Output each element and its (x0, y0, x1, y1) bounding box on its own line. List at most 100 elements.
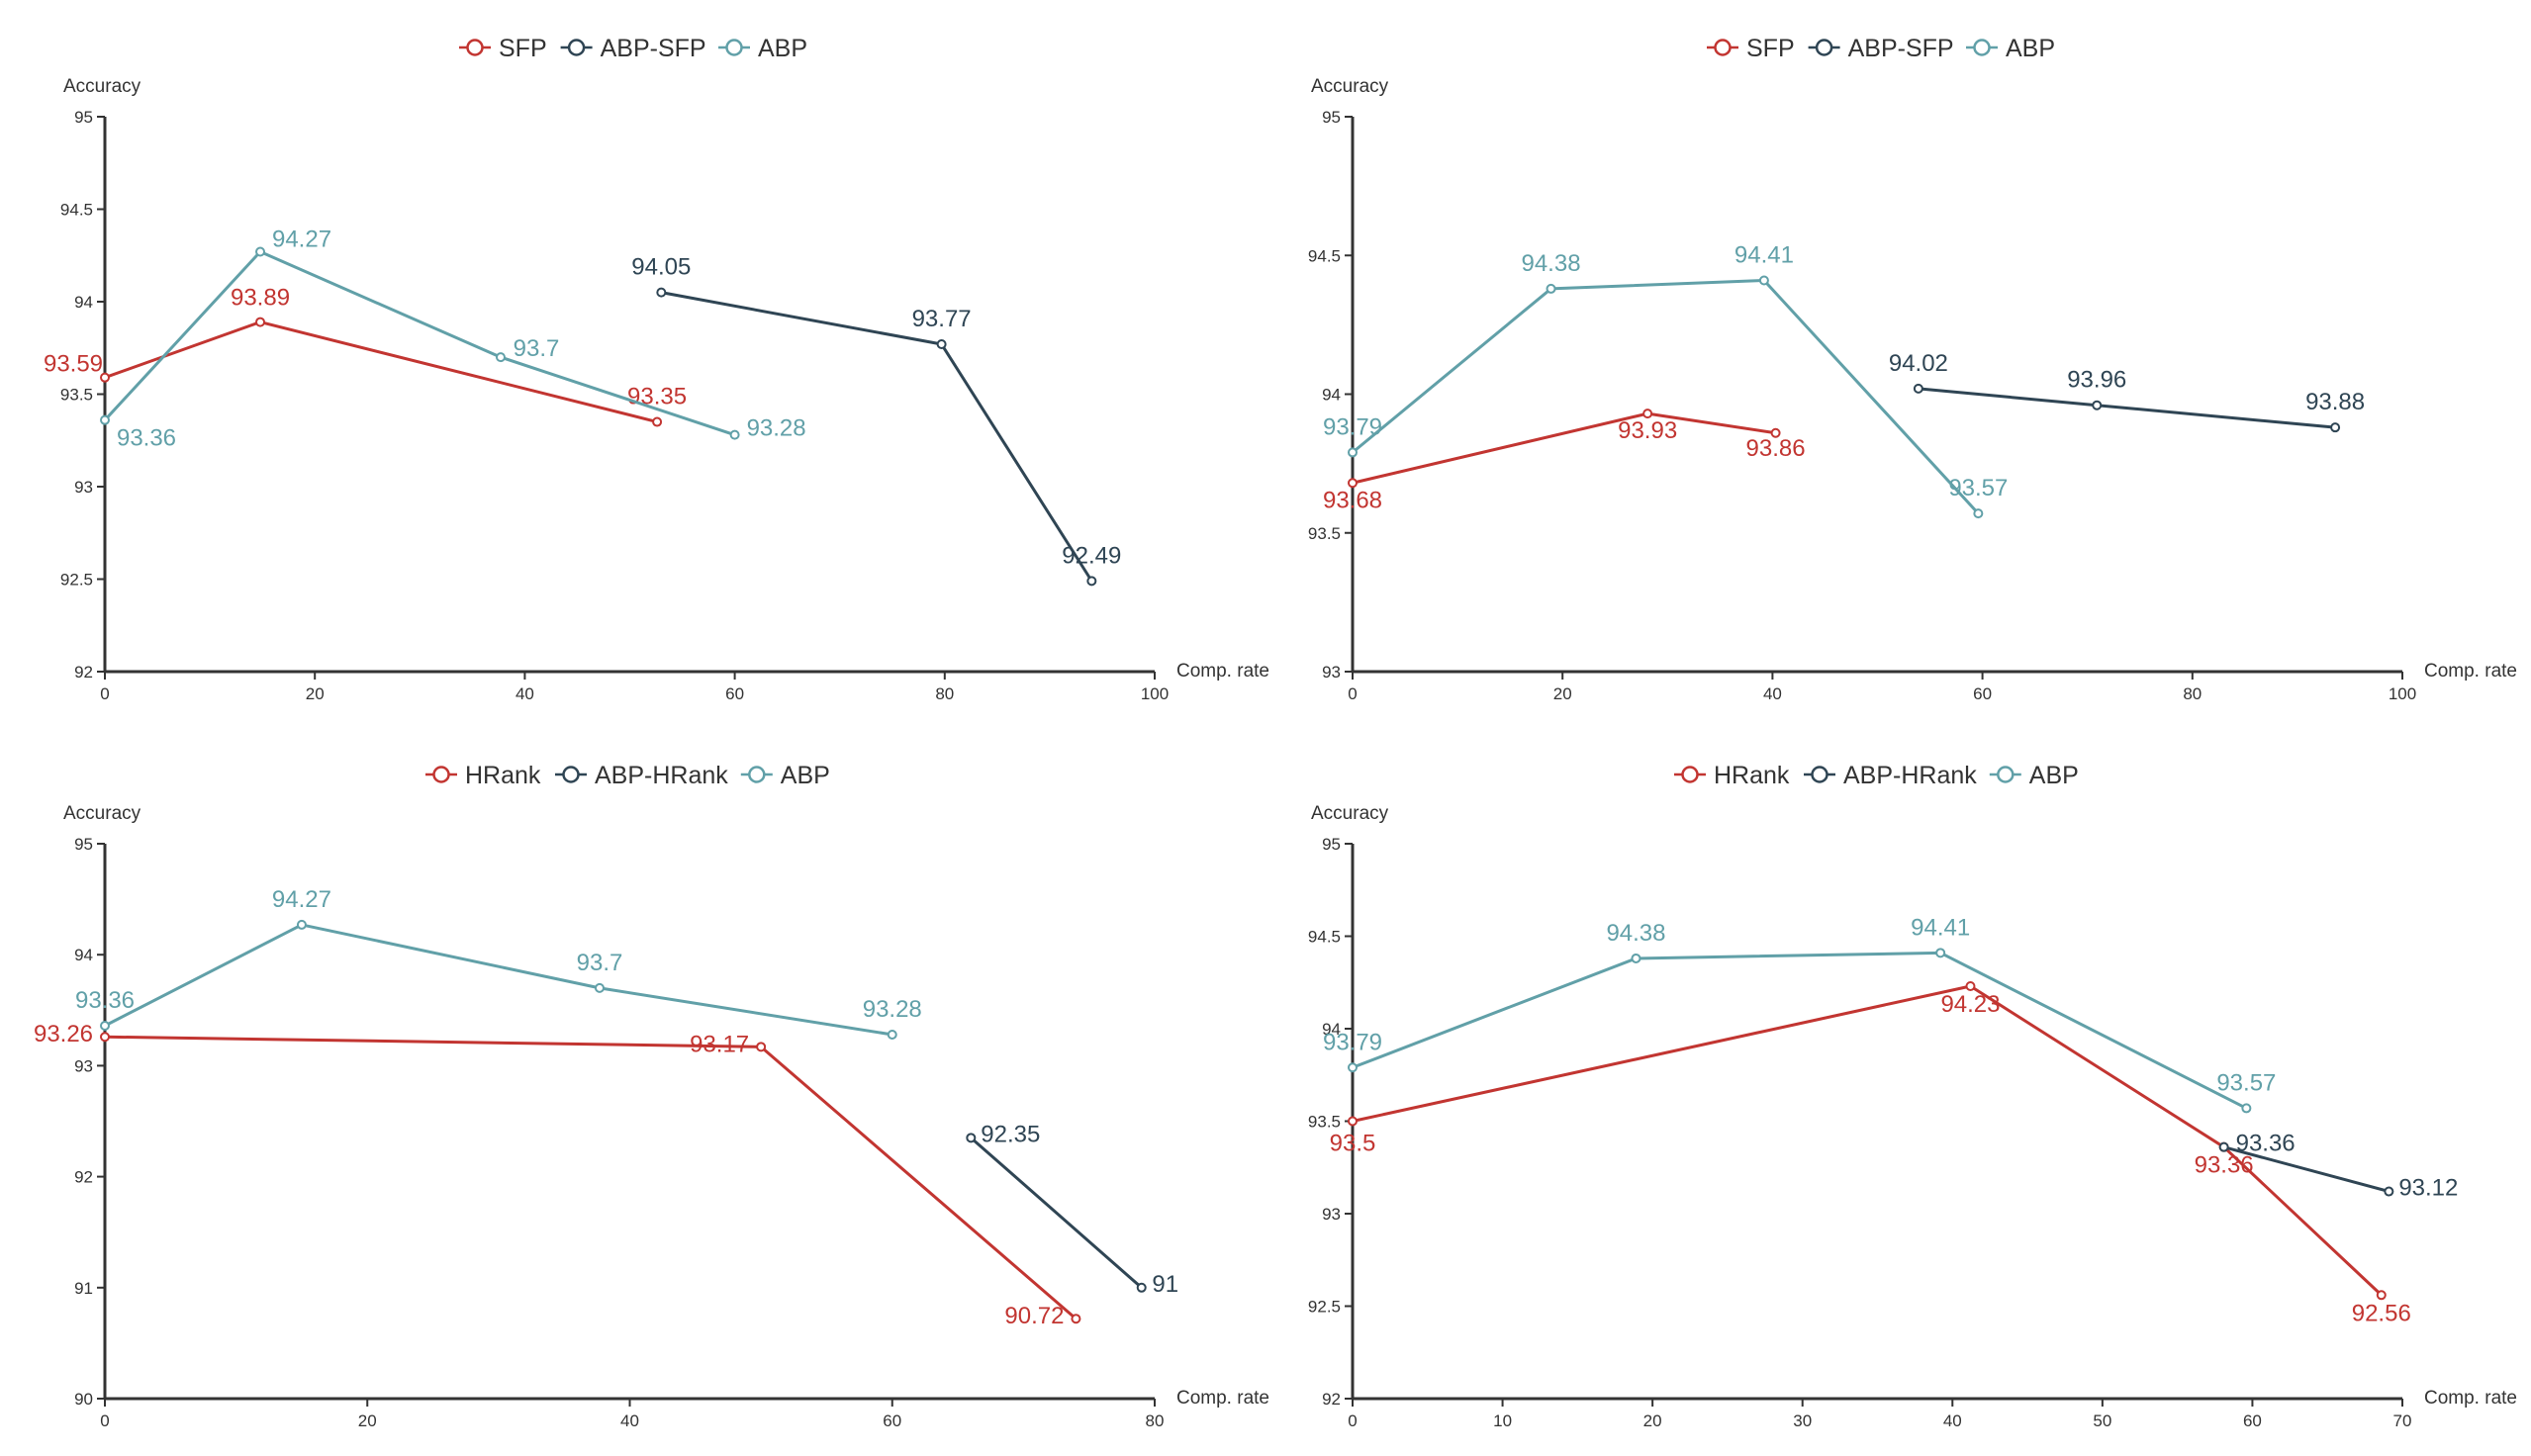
data-point[interactable] (1348, 478, 1358, 489)
data-label: 93.12 (2398, 1175, 2458, 1202)
data-point[interactable] (2376, 1290, 2387, 1301)
legend[interactable]: SFP ABP-SFP ABP (459, 35, 807, 62)
x-tick-label: 40 (1943, 1411, 1962, 1430)
x-tick-label: 60 (883, 1411, 901, 1430)
data-label: 93.79 (1323, 413, 1382, 440)
data-point[interactable] (495, 352, 506, 363)
data-point[interactable] (2218, 1141, 2229, 1152)
data-label: 93.28 (863, 996, 922, 1023)
legend-item[interactable]: ABP (740, 762, 830, 789)
data-label: 93.17 (690, 1031, 749, 1057)
data-label: 94.23 (1940, 991, 2000, 1018)
legend-item[interactable]: ABP-SFP (1808, 35, 1954, 62)
series-hrank: 93.26 93.17 90.72 (34, 1021, 1081, 1329)
data-label: 91 (1152, 1271, 1178, 1298)
data-point[interactable] (652, 416, 663, 427)
data-point[interactable] (729, 429, 740, 440)
x-tick-label: 60 (2243, 1411, 2262, 1430)
data-point[interactable] (1770, 427, 1781, 438)
data-point[interactable] (100, 414, 110, 425)
data-point[interactable] (296, 919, 307, 930)
data-point[interactable] (1348, 447, 1358, 458)
series-abp-hrank: 92.35 91 (966, 1121, 1178, 1298)
legend-item[interactable]: ABP-HRank (1804, 762, 1977, 789)
series-abp-sfp: 94.05 93.77 92.49 (631, 254, 1121, 587)
data-point[interactable] (2092, 400, 2103, 410)
data-point[interactable] (1973, 508, 1984, 519)
data-point[interactable] (255, 246, 266, 257)
data-point[interactable] (2384, 1186, 2394, 1197)
data-point[interactable] (1348, 1062, 1358, 1073)
data-point[interactable] (1642, 409, 1653, 419)
legend-item[interactable]: ABP (718, 35, 807, 62)
legend-item[interactable]: SFP (1707, 35, 1795, 62)
legend[interactable]: HRank ABP-HRank ABP (1674, 762, 2079, 789)
series-line (1352, 951, 2248, 1110)
data-label: 93.93 (1618, 417, 1677, 444)
data-point[interactable] (756, 1042, 767, 1052)
data-point[interactable] (1546, 283, 1556, 294)
data-point[interactable] (1758, 275, 1769, 286)
data-point[interactable] (1086, 576, 1097, 587)
data-point[interactable] (255, 317, 266, 327)
data-label: 93.5 (1330, 1131, 1376, 1157)
data-point[interactable] (2241, 1103, 2252, 1114)
data-point[interactable] (2330, 422, 2341, 433)
chart-4: HRank ABP-HRank ABP Accuracy Comp. rate 92 92.… (1308, 762, 2517, 1430)
data-point[interactable] (100, 1032, 110, 1043)
data-point[interactable] (1348, 1116, 1358, 1127)
data-label: 93.36 (75, 987, 135, 1014)
x-tick-label: 50 (2093, 1411, 2111, 1430)
legend[interactable]: SFP ABP-SFP ABP (1707, 35, 2055, 62)
legend-item[interactable]: ABP-HRank (555, 762, 728, 789)
data-label: 94.41 (1734, 241, 1794, 268)
data-label: 93.28 (747, 415, 806, 442)
series-line (661, 291, 1093, 583)
data-point[interactable] (656, 287, 667, 298)
series-abp: 93.36 94.27 93.7 93.28 (100, 227, 806, 452)
data-point[interactable] (100, 1021, 110, 1032)
series-abp: 93.79 94.38 94.41 93.57 (1323, 914, 2276, 1114)
y-tick-label: 91 (74, 1279, 93, 1298)
legend-item[interactable]: ABP (1966, 35, 2055, 62)
legend-circle-icon (1811, 766, 1828, 783)
data-label: 94.27 (272, 886, 331, 913)
data-label: 93.88 (2305, 389, 2365, 415)
data-point[interactable] (1935, 948, 1946, 958)
data-point[interactable] (1965, 980, 1976, 991)
y-tick-label: 93 (74, 478, 93, 497)
y-tick-label: 93 (74, 1056, 93, 1075)
data-point[interactable] (1913, 383, 1923, 394)
data-point[interactable] (1071, 1314, 1081, 1324)
data-point[interactable] (887, 1029, 897, 1040)
data-point[interactable] (966, 1133, 977, 1143)
data-label: 93.26 (34, 1021, 93, 1047)
x-axis-label: Comp. rate (1176, 661, 1269, 682)
x-tick-label: 100 (2389, 684, 2416, 703)
x-tick-label: 30 (1793, 1411, 1812, 1430)
x-axis-label: Comp. rate (2424, 1388, 2517, 1409)
data-point[interactable] (936, 339, 947, 350)
legend-item[interactable]: HRank (1674, 762, 1790, 789)
legend-item[interactable]: ABP (1989, 762, 2079, 789)
data-point[interactable] (1136, 1282, 1147, 1293)
legend-item[interactable]: HRank (425, 762, 541, 789)
x-tick-label: 20 (1643, 1411, 1662, 1430)
y-axis-label: Accuracy (63, 803, 141, 824)
legend-label: ABP-HRank (1843, 762, 1977, 789)
legend[interactable]: HRank ABP-HRank ABP (425, 762, 830, 789)
y-tick-label: 95 (1322, 835, 1341, 854)
series-line (103, 250, 736, 437)
data-point[interactable] (1631, 953, 1641, 963)
legend-item[interactable]: SFP (459, 35, 547, 62)
data-label: 93.36 (117, 425, 176, 452)
legend-circle-icon (1681, 766, 1699, 783)
x-tick-label: 40 (620, 1411, 639, 1430)
data-point[interactable] (594, 982, 605, 993)
data-point[interactable] (100, 372, 110, 383)
y-tick-label: 94 (1322, 1020, 1341, 1039)
y-tick-label: 92 (74, 1168, 93, 1187)
y-tick-label: 90 (74, 1390, 93, 1409)
legend-circle-icon (725, 39, 743, 56)
legend-item[interactable]: ABP-SFP (560, 35, 706, 62)
